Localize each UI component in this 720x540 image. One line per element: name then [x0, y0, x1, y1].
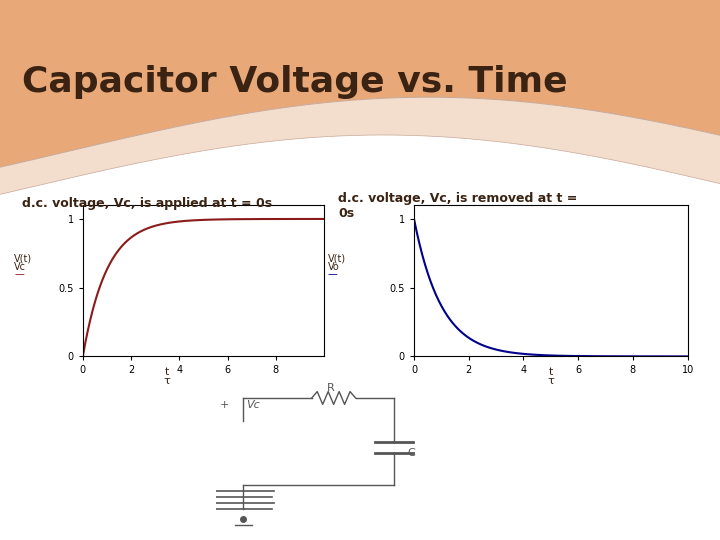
Text: d.c. voltage, Vc, is removed at t =
0s: d.c. voltage, Vc, is removed at t = 0s [338, 192, 577, 220]
Text: —: — [328, 269, 338, 279]
Text: τ: τ [547, 376, 554, 387]
Text: t: t [165, 367, 169, 377]
Text: τ: τ [163, 376, 171, 387]
Text: V(t): V(t) [14, 254, 32, 264]
Text: +: + [220, 400, 229, 410]
Text: C: C [408, 448, 415, 458]
Text: —: — [14, 269, 24, 279]
Text: Vc: Vc [246, 400, 260, 410]
Text: V(t): V(t) [328, 254, 346, 264]
Text: t: t [549, 367, 553, 377]
Polygon shape [0, 97, 720, 194]
Text: Vo: Vo [328, 262, 339, 272]
Polygon shape [0, 0, 720, 167]
Text: Vc: Vc [14, 262, 27, 272]
Text: R: R [327, 383, 335, 393]
Text: d.c. voltage, Vc, is applied at t = 0s: d.c. voltage, Vc, is applied at t = 0s [22, 197, 271, 210]
Text: Capacitor Voltage vs. Time: Capacitor Voltage vs. Time [22, 65, 567, 99]
